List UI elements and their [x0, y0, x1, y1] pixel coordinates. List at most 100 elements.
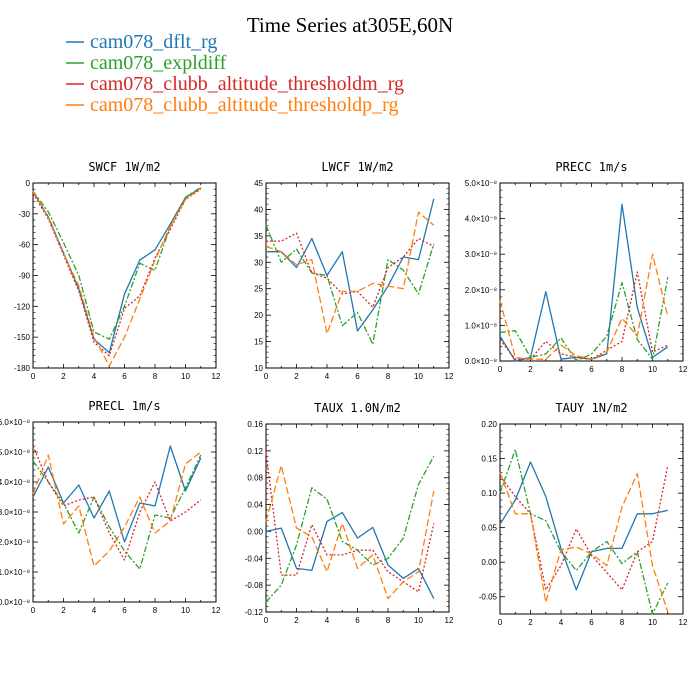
- x-tick-label: 12: [679, 618, 688, 627]
- x-tick-label: 4: [559, 365, 564, 374]
- panel-precc: PRECC 1m/s 0 2 4 6 8 10 12 0.0×10⁻⁸ 1.0×10⁻⁸ 2.0×1…: [465, 160, 688, 374]
- y-tick-label: 45: [254, 179, 263, 188]
- legend: cam078_dflt_rgcam078_expldiffcam078_club…: [66, 31, 404, 116]
- x-tick-label: 4: [325, 372, 330, 381]
- series-line-1: [499, 461, 668, 591]
- y-tick-label: -60: [18, 241, 30, 250]
- y-tick-label: 1.0×10⁻⁸: [0, 568, 30, 577]
- panel-taux: TAUX 1.0N/m2 0 2 4 6 8 10 12 -0.12 -0.08 -0.04 0.00…: [245, 401, 454, 625]
- y-tick-label: 40: [254, 205, 263, 214]
- series-line-1: [265, 511, 435, 599]
- series-line-2: [265, 455, 435, 603]
- panel-title: LWCF 1W/m2: [321, 160, 393, 174]
- panel-precl: PRECL 1m/s 0 2 4 6 8 10 12 0.0×10⁻⁸ 1.0×10⁻⁸ 2.0×1…: [0, 399, 221, 615]
- plot-frame: [265, 182, 450, 369]
- y-tick-label: -0.04: [245, 554, 264, 563]
- y-tick-label: -0.12: [245, 608, 264, 617]
- y-tick-label: 6.0×10⁻⁸: [0, 418, 30, 427]
- x-tick-label: 4: [559, 618, 564, 627]
- y-tick-label: -120: [14, 302, 31, 311]
- y-tick-label: 0.0×10⁻⁸: [465, 357, 497, 366]
- y-tick-label: 0.15: [481, 455, 497, 464]
- panel-title: SWCF 1W/m2: [88, 160, 160, 174]
- x-tick-label: 0: [264, 616, 269, 625]
- y-tick-label: -150: [14, 333, 31, 342]
- x-tick-label: 0: [31, 606, 36, 615]
- x-tick-label: 6: [589, 618, 594, 627]
- y-tick-label: 30: [254, 258, 263, 267]
- plot-frame: [499, 182, 684, 362]
- y-tick-label: 10: [254, 364, 263, 373]
- x-tick-label: 2: [528, 365, 533, 374]
- panel-title: PRECC 1m/s: [555, 160, 627, 174]
- y-tick-label: -90: [18, 272, 30, 281]
- y-tick-label: 0.10: [481, 489, 497, 498]
- legend-label: cam078_expldiff: [90, 52, 227, 74]
- x-tick-label: 10: [648, 365, 657, 374]
- y-tick-label: 25: [254, 285, 263, 294]
- y-tick-label: 2.0×10⁻⁸: [0, 538, 30, 547]
- y-tick-label: 2.0×10⁻⁸: [465, 286, 497, 295]
- y-tick-label: 0.00: [247, 527, 263, 536]
- x-tick-label: 6: [122, 606, 127, 615]
- legend-label: cam078_dflt_rg: [90, 31, 217, 53]
- series-line-1: [499, 203, 669, 362]
- y-tick-label: 0.16: [247, 420, 263, 429]
- x-tick-label: 12: [445, 616, 454, 625]
- x-tick-label: 8: [153, 372, 158, 381]
- panels: SWCF 1W/m2 0 2 4 6 8 10 12 -180 -150 -120 -90 -60 -30…: [0, 160, 688, 627]
- y-tick-label: 15: [254, 338, 263, 347]
- x-tick-label: 0: [264, 372, 269, 381]
- series-line-4: [32, 451, 202, 567]
- x-tick-label: 8: [620, 365, 625, 374]
- legend-label: cam078_clubb_altitude_thresholdm_rg: [90, 73, 404, 95]
- x-tick-label: 0: [498, 365, 503, 374]
- series-line-4: [265, 211, 435, 335]
- x-tick-label: 2: [61, 606, 66, 615]
- plot-frame: [499, 423, 684, 615]
- series-line-3: [499, 465, 669, 591]
- y-tick-label: 1.0×10⁻⁸: [465, 321, 497, 330]
- series-line-2: [499, 277, 669, 362]
- x-tick-label: 10: [181, 606, 190, 615]
- panel-swcf: SWCF 1W/m2 0 2 4 6 8 10 12 -180 -150 -120 -90 -60 -30…: [14, 160, 221, 381]
- x-tick-label: 4: [92, 606, 97, 615]
- x-tick-label: 8: [386, 616, 391, 625]
- y-tick-label: -30: [18, 210, 30, 219]
- panel-title: PRECL 1m/s: [88, 399, 160, 413]
- y-tick-label: 0.0×10⁻⁸: [0, 598, 30, 607]
- x-tick-label: 10: [181, 372, 190, 381]
- series-line-4: [499, 472, 669, 613]
- x-tick-label: 8: [386, 372, 391, 381]
- series-line-3: [265, 452, 435, 593]
- series-line-1: [32, 187, 202, 354]
- figure-title: Time Series at305E,60N: [247, 13, 453, 37]
- y-tick-label: 0.04: [247, 501, 263, 510]
- x-tick-label: 2: [294, 372, 299, 381]
- y-tick-label: 0.08: [247, 474, 263, 483]
- series-line-2: [265, 225, 435, 345]
- x-tick-label: 4: [325, 616, 330, 625]
- series-line-4: [265, 464, 435, 600]
- series-line-2: [499, 448, 669, 615]
- legend-label: cam078_clubb_altitude_thresholdp_rg: [90, 94, 398, 116]
- y-tick-label: 20: [254, 311, 263, 320]
- series-line-2: [32, 454, 202, 570]
- panel-lwcf: LWCF 1W/m2 0 2 4 6 8 10 12 10 15 20 25 30 35 40 45: [254, 160, 454, 381]
- x-tick-label: 6: [355, 372, 360, 381]
- x-tick-label: 0: [31, 372, 36, 381]
- x-tick-label: 6: [355, 616, 360, 625]
- panel-title: TAUY 1N/m2: [555, 401, 627, 415]
- x-tick-label: 6: [589, 365, 594, 374]
- x-tick-label: 2: [61, 372, 66, 381]
- y-tick-label: 0.12: [247, 447, 263, 456]
- plot-frame: [32, 182, 217, 369]
- y-tick-label: 3.0×10⁻⁸: [465, 250, 497, 259]
- x-tick-label: 12: [679, 365, 688, 374]
- x-tick-label: 6: [122, 372, 127, 381]
- series-line-4: [499, 253, 669, 360]
- panel-title: TAUX 1.0N/m2: [314, 401, 401, 415]
- series-line-4: [32, 187, 202, 367]
- y-tick-label: 3.0×10⁻⁸: [0, 508, 30, 517]
